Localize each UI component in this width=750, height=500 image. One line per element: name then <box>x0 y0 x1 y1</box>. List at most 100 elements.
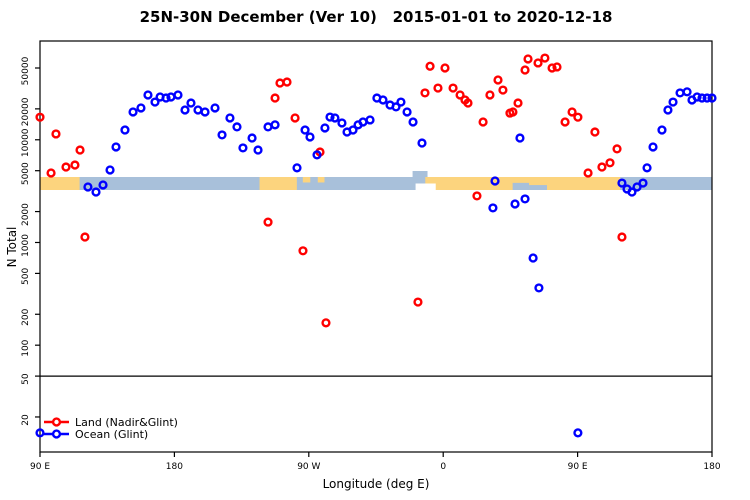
data-point-land <box>540 53 550 63</box>
legend-label: Ocean (Glint) <box>75 428 148 441</box>
data-point-land <box>478 117 488 127</box>
data-point-ocean <box>166 92 176 102</box>
legend-label: Land (Nadir&Glint) <box>75 416 178 429</box>
data-point-ocean <box>238 143 248 153</box>
data-point-ocean <box>692 92 702 102</box>
data-point-ocean <box>136 103 146 113</box>
data-point-ocean <box>35 428 45 438</box>
data-point-ocean <box>573 428 583 438</box>
data-point-ocean <box>270 120 280 130</box>
y-tick-label: 500 <box>21 268 31 285</box>
data-point-land <box>425 61 435 71</box>
data-point-ocean <box>488 203 498 213</box>
data-point-ocean <box>143 90 153 100</box>
data-point-land <box>463 98 473 108</box>
data-point-land <box>567 107 577 117</box>
data-point-ocean <box>648 142 658 152</box>
data-point-ocean <box>348 125 358 135</box>
data-point-land <box>282 77 292 87</box>
data-point-ocean <box>358 117 368 127</box>
data-point-ocean <box>515 133 525 143</box>
data-point-ocean <box>617 178 627 188</box>
data-point-ocean <box>312 150 322 160</box>
plot-box <box>39 40 713 453</box>
data-point-ocean <box>325 112 335 122</box>
data-point-ocean <box>111 142 121 152</box>
data-point-ocean <box>365 115 375 125</box>
data-point-ocean <box>180 105 190 115</box>
data-point-land <box>420 88 430 98</box>
y-tick-label: 200 <box>21 308 31 325</box>
x-tick-label: 90 E <box>30 462 50 472</box>
data-point-land <box>290 113 300 123</box>
data-point-ocean <box>120 125 130 135</box>
data-point-ocean <box>193 105 203 115</box>
data-point-ocean <box>232 122 242 132</box>
x-tick-label: 0 <box>440 462 446 472</box>
data-point-land <box>270 93 280 103</box>
data-point-land <box>485 90 495 100</box>
data-point-ocean <box>632 182 642 192</box>
data-point-ocean <box>83 182 93 192</box>
data-point-ocean <box>320 123 330 133</box>
data-point-land <box>440 63 450 73</box>
data-point-ocean <box>186 98 196 108</box>
data-point-ocean <box>253 145 263 155</box>
data-point-land <box>75 145 85 155</box>
legend-marker <box>51 429 62 439</box>
data-point-ocean <box>161 93 171 103</box>
data-point-ocean <box>638 178 648 188</box>
data-point-ocean <box>217 130 227 140</box>
data-point-ocean <box>225 113 235 123</box>
data-point-land <box>520 65 530 75</box>
data-point-ocean <box>663 105 673 115</box>
map-strip-ocean-bump <box>412 171 428 177</box>
data-point-land <box>263 217 273 227</box>
data-point-land <box>547 63 557 73</box>
data-point-ocean <box>337 118 347 128</box>
data-point-ocean <box>91 187 101 197</box>
data-point-ocean <box>510 199 520 209</box>
y-tick-label: 50 <box>21 373 31 385</box>
data-point-ocean <box>98 180 108 190</box>
x-tick-label: 180 <box>703 462 720 472</box>
data-point-land <box>523 54 533 64</box>
data-point-land <box>590 127 600 137</box>
data-point-land <box>433 83 443 93</box>
data-point-ocean <box>300 125 310 135</box>
data-point-land <box>508 107 518 117</box>
data-point-ocean <box>305 132 315 142</box>
data-point-ocean <box>528 253 538 263</box>
data-point-ocean <box>330 113 340 123</box>
data-point-ocean <box>682 87 692 97</box>
data-point-land <box>498 85 508 95</box>
data-point-ocean <box>520 194 530 204</box>
data-point-land <box>51 129 61 139</box>
data-point-land <box>70 160 80 170</box>
x-tick-label: 90 E <box>568 462 588 472</box>
data-point-land <box>455 90 465 100</box>
data-point-ocean <box>627 187 637 197</box>
y-tick-label: 1000 <box>21 234 31 257</box>
legend-marker <box>51 417 62 427</box>
data-point-ocean <box>391 102 401 112</box>
data-point-land <box>61 162 71 172</box>
data-point-land <box>560 117 570 127</box>
data-point-ocean <box>105 165 115 175</box>
chart-title: 25N-30N December (Ver 10) 2015-01-01 to … <box>139 8 613 26</box>
data-point-ocean <box>173 90 183 100</box>
data-point-land <box>617 232 627 242</box>
x-tick-label: 90 W <box>297 462 320 472</box>
data-point-ocean <box>417 138 427 148</box>
y-tick-label: 20 <box>21 414 31 426</box>
data-point-ocean <box>642 163 652 173</box>
data-point-land <box>80 232 90 242</box>
data-point-land <box>275 78 285 88</box>
data-point-land <box>413 297 423 307</box>
data-point-ocean <box>408 117 418 127</box>
data-point-ocean <box>490 176 500 186</box>
data-point-ocean <box>702 93 712 103</box>
data-point-ocean <box>657 125 667 135</box>
data-point-land <box>573 112 583 122</box>
